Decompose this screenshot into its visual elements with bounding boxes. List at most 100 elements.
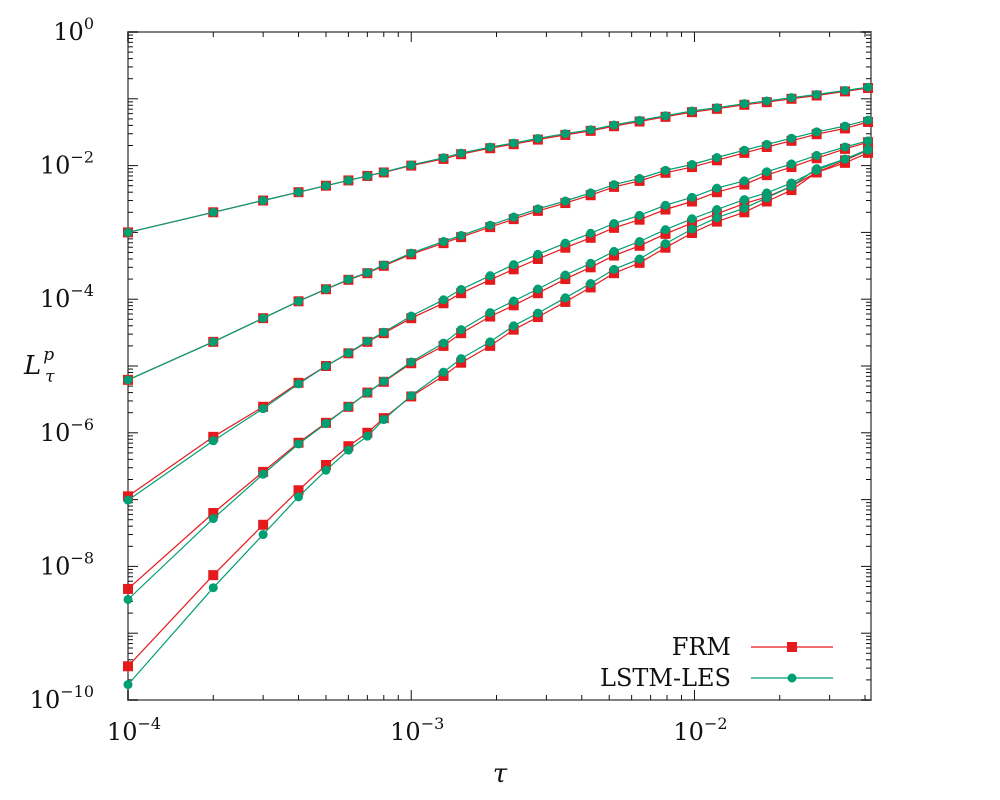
data-point-lstm-les bbox=[406, 357, 416, 367]
data-point-frm bbox=[293, 485, 304, 496]
data-point-lstm-les bbox=[439, 367, 449, 377]
y-tick-label-base: 10 bbox=[40, 285, 71, 313]
data-point-lstm-les bbox=[362, 388, 372, 398]
data-point-frm bbox=[560, 242, 571, 253]
data-point-lstm-les bbox=[456, 230, 466, 240]
data-point-lstm-les bbox=[739, 176, 749, 186]
data-point-frm bbox=[585, 232, 596, 243]
data-point-lstm-les bbox=[739, 195, 749, 205]
y-tick-label: 100 bbox=[53, 14, 94, 46]
data-point-lstm-les bbox=[635, 115, 645, 125]
data-point-lstm-les bbox=[840, 86, 850, 96]
data-point-lstm-les bbox=[609, 218, 619, 228]
y-tick-label: 10−6 bbox=[40, 415, 94, 447]
data-point-lstm-les bbox=[660, 165, 670, 175]
data-point-lstm-les bbox=[660, 111, 670, 121]
data-point-lstm-les bbox=[586, 125, 596, 135]
data-point-lstm-les bbox=[485, 308, 495, 318]
y-tick-label-base: 10 bbox=[30, 686, 61, 714]
y-tick-label-base: 10 bbox=[53, 18, 84, 46]
data-point-lstm-les bbox=[456, 148, 466, 158]
x-tick-label: 10−4 bbox=[107, 714, 161, 746]
data-point-lstm-les bbox=[739, 99, 749, 109]
y-tick-label-exponent: −4 bbox=[70, 281, 94, 300]
data-point-lstm-les bbox=[123, 227, 133, 237]
data-point-lstm-les bbox=[294, 492, 304, 502]
data-point-lstm-les bbox=[208, 583, 218, 593]
data-point-lstm-les bbox=[406, 391, 416, 401]
data-point-lstm-les bbox=[560, 270, 570, 280]
data-point-lstm-les bbox=[635, 237, 645, 247]
data-point-lstm-les bbox=[362, 431, 372, 441]
y-tick-label-exponent: −6 bbox=[70, 415, 94, 434]
y-tick-label-base: 10 bbox=[40, 419, 71, 447]
data-point-lstm-les bbox=[712, 103, 722, 113]
data-point-lstm-les bbox=[863, 145, 873, 155]
data-point-lstm-les bbox=[321, 361, 331, 371]
y-tick-label: 10−2 bbox=[40, 148, 94, 180]
data-point-lstm-les bbox=[321, 465, 331, 475]
data-point-lstm-les bbox=[362, 171, 372, 181]
data-point-lstm-les bbox=[635, 174, 645, 184]
data-point-lstm-les bbox=[609, 120, 619, 130]
y-tick-label-exponent: 0 bbox=[84, 14, 94, 33]
plot-area bbox=[123, 82, 874, 690]
data-point-lstm-les bbox=[485, 271, 495, 281]
series-lstm-les bbox=[123, 82, 873, 690]
data-point-lstm-les bbox=[812, 127, 822, 137]
data-point-lstm-les bbox=[812, 89, 822, 99]
data-point-frm bbox=[208, 508, 219, 519]
data-point-lstm-les bbox=[840, 121, 850, 131]
data-point-lstm-les bbox=[343, 274, 353, 284]
data-point-lstm-les bbox=[485, 337, 495, 347]
x-tick-label-base: 10 bbox=[390, 718, 421, 746]
data-point-lstm-les bbox=[509, 212, 519, 222]
data-point-lstm-les bbox=[294, 439, 304, 449]
data-point-lstm-les bbox=[840, 142, 850, 152]
series-line-lstm-les-curve-5 bbox=[127, 149, 869, 685]
y-axis-label-base: L bbox=[23, 351, 41, 381]
data-point-lstm-les bbox=[739, 145, 749, 155]
data-point-lstm-les bbox=[812, 150, 822, 160]
legend: FRM LSTM-LES bbox=[600, 633, 833, 692]
data-point-lstm-les bbox=[406, 160, 416, 170]
data-point-lstm-les bbox=[379, 167, 389, 177]
data-point-frm bbox=[123, 583, 133, 594]
data-point-lstm-les bbox=[786, 181, 796, 191]
data-point-lstm-les bbox=[533, 204, 543, 214]
data-point-frm bbox=[208, 570, 219, 581]
data-point-lstm-les bbox=[208, 207, 218, 217]
data-point-lstm-les bbox=[379, 260, 389, 270]
data-point-lstm-les bbox=[560, 129, 570, 139]
data-point-lstm-les bbox=[485, 142, 495, 152]
data-point-lstm-les bbox=[863, 82, 873, 92]
data-point-lstm-les bbox=[258, 530, 268, 540]
data-point-lstm-les bbox=[586, 258, 596, 268]
data-point-lstm-les bbox=[712, 153, 722, 163]
y-tick-label-exponent: −2 bbox=[70, 148, 94, 167]
data-point-lstm-les bbox=[439, 295, 449, 305]
x-tick-label: 10−3 bbox=[390, 714, 444, 746]
series-line-frm-curve-5 bbox=[127, 152, 869, 667]
data-point-lstm-les bbox=[406, 311, 416, 321]
y-axis-label-sub: τ bbox=[45, 367, 55, 387]
data-point-lstm-les bbox=[660, 225, 670, 235]
legend-marker-lstm-les bbox=[787, 673, 797, 683]
data-point-lstm-les bbox=[343, 402, 353, 412]
data-point-frm bbox=[258, 519, 269, 530]
data-point-lstm-les bbox=[258, 313, 268, 323]
legend-label-frm: FRM bbox=[672, 633, 731, 661]
x-tick-label-base: 10 bbox=[107, 718, 138, 746]
series-line-frm-curve-1 bbox=[127, 87, 869, 233]
data-point-lstm-les bbox=[687, 192, 697, 202]
data-point-lstm-les bbox=[660, 200, 670, 210]
series-line-lstm-les-curve-4 bbox=[127, 148, 869, 600]
data-point-lstm-les bbox=[379, 376, 389, 386]
data-point-lstm-les bbox=[762, 139, 772, 149]
data-point-frm bbox=[508, 264, 519, 275]
data-point-lstm-les bbox=[586, 228, 596, 238]
data-point-lstm-les bbox=[258, 196, 268, 206]
x-axis-label: τ bbox=[493, 759, 508, 789]
